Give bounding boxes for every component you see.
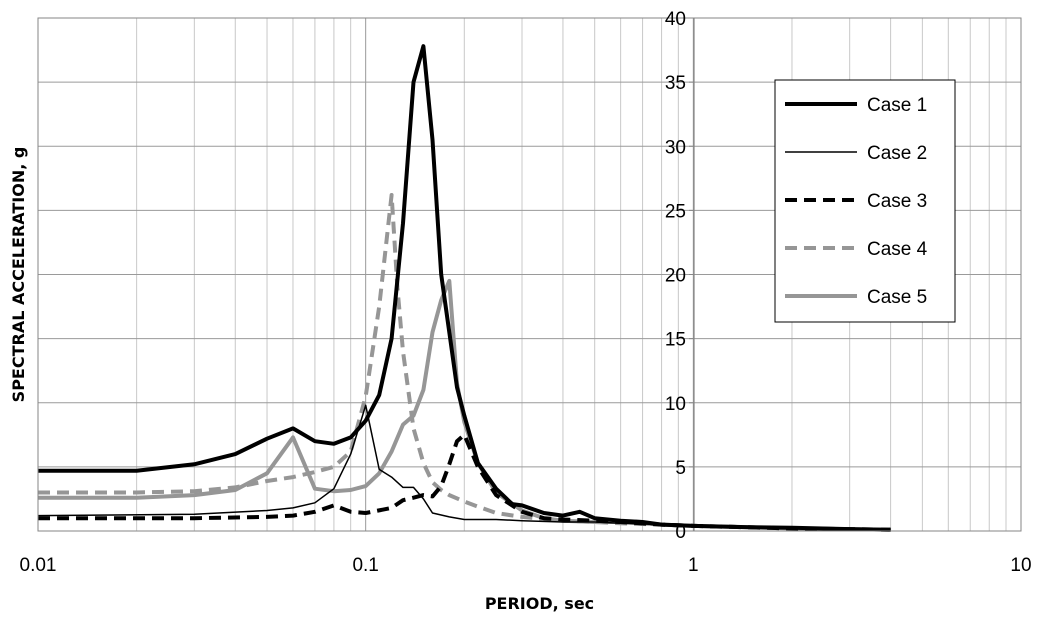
- x-tick-label: 0.1: [352, 555, 378, 576]
- y-axis-title: SPECTRAL ACCELERATION, g: [9, 147, 28, 403]
- y-tick-label: 35: [665, 73, 686, 94]
- legend-label: Case 3: [867, 191, 927, 212]
- legend-label: Case 1: [867, 95, 927, 116]
- legend: Case 1 Case 2 Case 3 Case 4 Case 5: [774, 79, 956, 323]
- x-tick-label: 0.01: [20, 555, 57, 576]
- legend-label: Case 5: [867, 287, 927, 308]
- y-tick-label: 30: [665, 137, 686, 158]
- x-axis-title: PERIOD, sec: [485, 594, 594, 613]
- y-tick-label: 10: [665, 394, 686, 415]
- y-tick-label: 5: [675, 458, 686, 479]
- y-tick-label: 0: [675, 522, 686, 543]
- x-axis-tick-labels: 0.01 0.1 1 10: [20, 555, 1032, 576]
- series-line-case-1: [38, 44, 891, 532]
- y-tick-label: 20: [665, 266, 686, 287]
- legend-label: Case 2: [867, 143, 927, 164]
- x-tick-label: 1: [688, 555, 699, 576]
- y-axis-tick-labels: 0 5 10 15 20 25 30 35 40: [665, 9, 686, 543]
- x-tick-label: 10: [1010, 555, 1031, 576]
- legend-box: [774, 79, 956, 323]
- y-tick-label: 25: [665, 201, 686, 222]
- series-layer: [37, 44, 891, 532]
- legend-label: Case 4: [867, 239, 928, 260]
- plot-area-frame: [37, 17, 1022, 532]
- y-tick-label: 15: [665, 330, 686, 351]
- y-tick-label: 40: [665, 9, 686, 30]
